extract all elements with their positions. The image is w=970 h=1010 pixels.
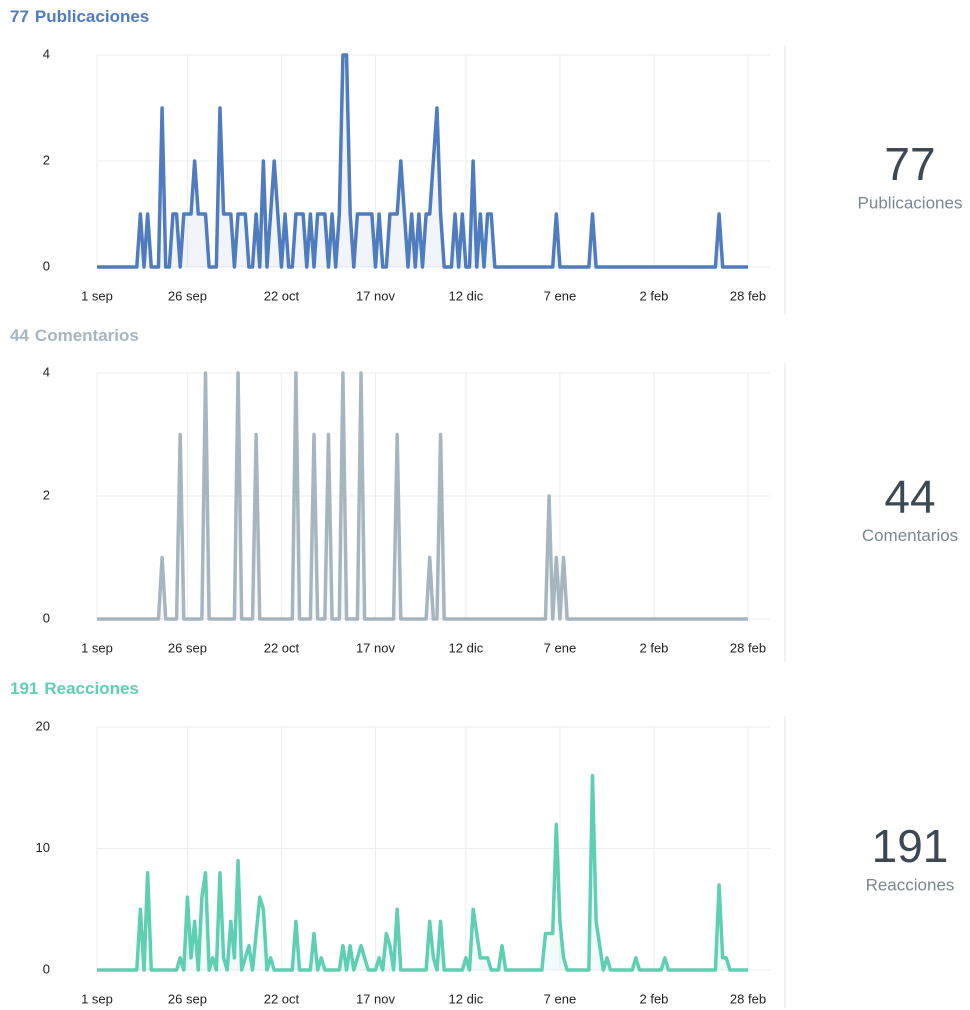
y-tick-label: 4 — [43, 46, 50, 61]
x-tick-label: 1 sep — [81, 288, 113, 303]
x-tick-label: 28 feb — [730, 991, 766, 1006]
total-label: Publicaciones — [858, 193, 963, 212]
total-value: 191 — [872, 820, 949, 872]
x-tick-label: 7 ene — [544, 991, 577, 1006]
title-label: Reacciones — [44, 679, 139, 698]
y-tick-label: 2 — [43, 152, 50, 167]
total-label: Comentarios — [862, 526, 958, 545]
area — [97, 55, 748, 267]
panel-title: 44 Comentarios — [10, 326, 139, 345]
y-tick-label: 4 — [43, 364, 50, 379]
y-tick-label: 10 — [36, 840, 50, 855]
x-tick-label: 17 nov — [356, 991, 396, 1006]
x-tick-label: 1 sep — [81, 991, 113, 1006]
y-tick-label: 0 — [43, 961, 50, 976]
title-count: 44 — [10, 326, 29, 345]
y-tick-label: 0 — [43, 610, 50, 625]
x-tick-label: 2 feb — [640, 640, 669, 655]
title-count: 77 — [10, 7, 29, 26]
x-tick-label: 17 nov — [356, 640, 396, 655]
area — [97, 775, 748, 970]
y-tick-label: 20 — [36, 718, 50, 733]
x-tick-label: 12 dic — [449, 640, 484, 655]
x-tick-label: 17 nov — [356, 288, 396, 303]
x-tick-label: 28 feb — [730, 288, 766, 303]
x-tick-label: 28 feb — [730, 640, 766, 655]
x-tick-label: 7 ene — [544, 288, 577, 303]
x-tick-label: 26 sep — [168, 640, 207, 655]
x-tick-label: 22 oct — [264, 991, 300, 1006]
x-tick-label: 1 sep — [81, 640, 113, 655]
title-label: Publicaciones — [35, 7, 149, 26]
x-tick-label: 22 oct — [264, 288, 300, 303]
total-label: Reacciones — [866, 875, 955, 894]
x-tick-label: 2 feb — [640, 288, 669, 303]
y-tick-label: 2 — [43, 487, 50, 502]
panel-title: 191 Reacciones — [10, 679, 139, 698]
x-tick-label: 12 dic — [449, 991, 484, 1006]
y-tick-label: 0 — [43, 258, 50, 273]
x-tick-label: 7 ene — [544, 640, 577, 655]
x-tick-label: 2 feb — [640, 991, 669, 1006]
title-label: Comentarios — [35, 326, 139, 345]
x-tick-label: 22 oct — [264, 640, 300, 655]
x-tick-label: 26 sep — [168, 991, 207, 1006]
x-tick-label: 12 dic — [449, 288, 484, 303]
panel-title: 77 Publicaciones — [10, 7, 149, 26]
line — [97, 371, 748, 621]
title-count: 191 — [10, 679, 38, 698]
line — [97, 53, 748, 269]
area — [97, 373, 748, 619]
line — [97, 773, 748, 972]
total-value: 77 — [884, 138, 935, 190]
total-value: 44 — [884, 471, 935, 523]
x-tick-label: 26 sep — [168, 288, 207, 303]
